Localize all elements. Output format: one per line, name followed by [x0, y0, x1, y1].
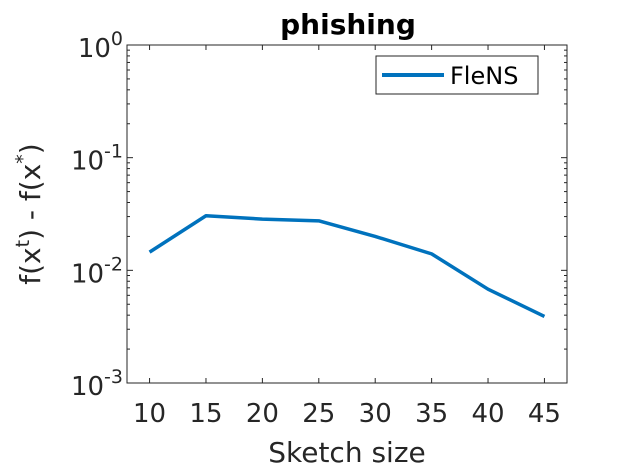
- x-tick-label: 45: [528, 399, 561, 429]
- legend: FleNS: [375, 55, 539, 95]
- x-tick-label: 20: [246, 399, 279, 429]
- y-tick-label: 10-3: [71, 366, 123, 402]
- x-tick-label: 35: [415, 399, 448, 429]
- x-tick-label: 10: [133, 399, 166, 429]
- x-tick-label: 40: [471, 399, 504, 429]
- x-tick-label: 30: [359, 399, 392, 429]
- legend-label: FleNS: [450, 62, 518, 90]
- chart-title: phishing: [280, 8, 416, 41]
- x-tick-label: 15: [189, 399, 222, 429]
- y-tick-label: 10-2: [71, 253, 123, 289]
- y-tick-label: 10-1: [71, 141, 123, 177]
- series-layer: [148, 214, 546, 318]
- x-tick-label: 25: [302, 399, 335, 429]
- x-axis: 10 15 20 25 30 35 40 45: [133, 45, 561, 429]
- x-axis-label: Sketch size: [268, 436, 426, 469]
- plot-area: [126, 44, 568, 384]
- y-tick-label: 100: [78, 28, 123, 64]
- series-line: [148, 214, 546, 318]
- y-axis-label: f(xt) - f(x*): [12, 143, 47, 284]
- y-axis: 10-3 10-2 10-1 100: [71, 28, 567, 402]
